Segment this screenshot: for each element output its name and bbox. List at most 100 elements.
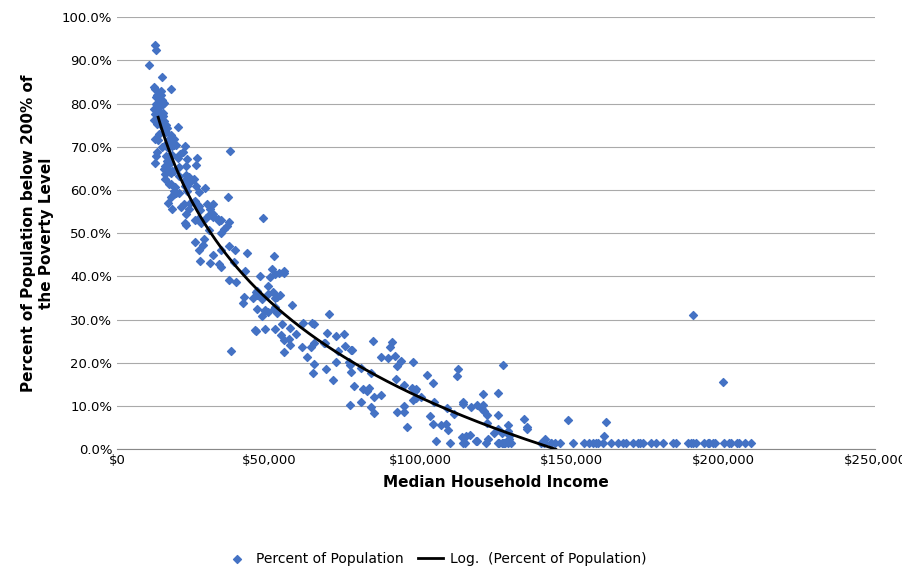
Percent of Population: [616, 438, 630, 448]
Percent of Population: [220, 222, 235, 231]
Percent of Population: [717, 438, 732, 448]
Percent of Population: [480, 418, 494, 427]
Percent of Population: [360, 387, 374, 396]
Percent of Population: [343, 361, 357, 370]
Percent of Population: [591, 438, 605, 448]
Percent of Population: [406, 395, 420, 404]
Percent of Population: [191, 214, 206, 223]
Percent of Population: [503, 431, 518, 440]
Percent of Population: [147, 134, 161, 143]
Percent of Population: [222, 241, 236, 251]
Percent of Population: [681, 438, 695, 448]
Percent of Population: [366, 336, 381, 346]
Percent of Population: [181, 204, 196, 214]
Percent of Population: [167, 190, 181, 199]
Percent of Population: [364, 403, 378, 412]
Percent of Population: [502, 434, 517, 444]
Percent of Population: [331, 346, 345, 355]
Percent of Population: [501, 426, 515, 435]
Percent of Population: [382, 342, 397, 351]
Percent of Population: [189, 160, 204, 169]
Percent of Population: [180, 187, 195, 196]
Percent of Population: [148, 109, 162, 119]
Percent of Population: [161, 142, 176, 151]
Percent of Population: [317, 338, 331, 347]
Percent of Population: [501, 429, 515, 438]
Percent of Population: [666, 438, 680, 448]
Percent of Population: [171, 123, 186, 132]
Percent of Population: [253, 272, 268, 281]
Percent of Population: [464, 402, 478, 411]
Percent of Population: [214, 263, 228, 272]
Percent of Population: [732, 438, 746, 448]
Percent of Population: [179, 154, 194, 164]
Percent of Population: [182, 199, 197, 208]
Percent of Population: [501, 420, 515, 430]
Percent of Population: [162, 160, 177, 169]
Percent of Population: [215, 245, 229, 255]
Percent of Population: [147, 82, 161, 92]
Percent of Population: [176, 148, 190, 157]
Percent of Population: [149, 93, 163, 102]
Percent of Population: [409, 393, 423, 403]
Percent of Population: [258, 305, 272, 314]
Percent of Population: [492, 389, 506, 398]
Percent of Population: [553, 438, 567, 448]
Percent of Population: [354, 363, 369, 373]
Percent of Population: [156, 99, 170, 108]
Percent of Population: [307, 339, 321, 348]
Percent of Population: [307, 320, 321, 329]
Percent of Population: [155, 120, 170, 130]
Percent of Population: [148, 158, 162, 168]
Percent of Population: [153, 107, 168, 116]
Percent of Population: [224, 347, 238, 356]
Percent of Population: [296, 319, 310, 328]
Percent of Population: [440, 403, 455, 412]
Percent of Population: [152, 93, 166, 103]
Percent of Population: [295, 342, 309, 351]
Percent of Population: [206, 213, 220, 222]
Percent of Population: [299, 353, 314, 362]
Percent of Population: [456, 438, 470, 448]
Percent of Population: [262, 272, 277, 282]
Percent of Population: [538, 434, 552, 444]
Percent of Population: [254, 312, 269, 321]
Percent of Population: [179, 219, 193, 228]
Percent of Population: [494, 429, 509, 438]
Percent of Population: [367, 392, 382, 401]
Percent of Population: [159, 127, 173, 136]
Percent of Population: [152, 129, 167, 138]
Percent of Population: [534, 438, 548, 448]
Percent of Population: [167, 141, 181, 150]
Percent of Population: [228, 277, 243, 286]
Percent of Population: [249, 287, 263, 296]
Percent of Population: [283, 340, 298, 350]
Percent of Population: [700, 438, 714, 448]
Percent of Population: [212, 216, 226, 225]
Percent of Population: [211, 260, 226, 269]
Percent of Population: [152, 115, 167, 124]
Percent of Population: [492, 438, 506, 448]
Percent of Population: [275, 319, 290, 328]
Percent of Population: [419, 370, 434, 380]
Percent of Population: [487, 429, 502, 438]
Percent of Population: [389, 374, 403, 384]
Percent of Population: [270, 292, 284, 301]
Percent of Population: [178, 142, 192, 151]
Percent of Population: [582, 438, 596, 448]
Percent of Population: [255, 294, 270, 303]
Percent of Population: [169, 188, 183, 198]
Percent of Population: [262, 282, 276, 291]
Percent of Population: [501, 438, 515, 448]
Percent of Population: [373, 353, 388, 362]
Percent of Population: [198, 213, 213, 222]
Percent of Population: [517, 414, 531, 423]
Percent of Population: [164, 141, 179, 150]
Percent of Population: [167, 134, 181, 143]
Percent of Population: [343, 401, 357, 410]
Percent of Population: [238, 267, 253, 276]
Percent of Population: [202, 210, 216, 219]
Percent of Population: [179, 174, 194, 183]
Percent of Population: [255, 214, 270, 223]
Percent of Population: [428, 437, 443, 446]
